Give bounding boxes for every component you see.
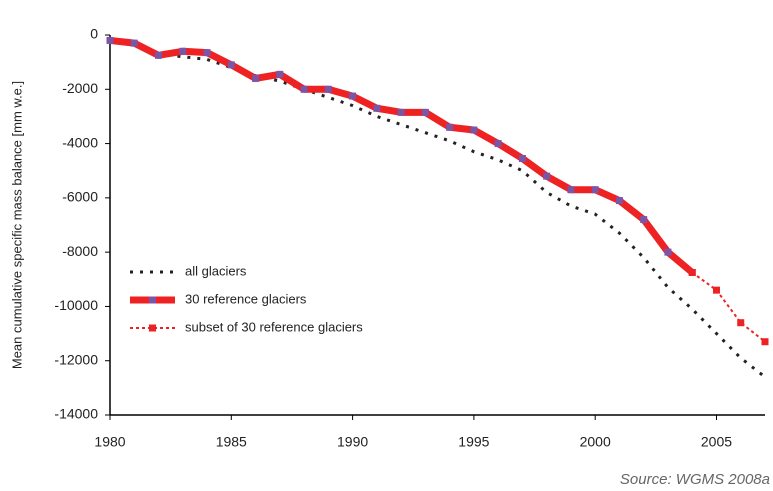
x-tick-label: 1980: [94, 434, 125, 450]
y-tick-label: -6000: [62, 189, 98, 205]
x-tick-label: 2005: [701, 434, 732, 450]
series-line: [109, 38, 766, 379]
source: Source: WGMS 2008a: [620, 471, 770, 488]
marker: [179, 47, 187, 55]
legend-label: subset of 30 reference glaciers: [185, 319, 363, 334]
marker: [397, 108, 405, 116]
marker: [300, 85, 308, 93]
y-tick-label: -2000: [62, 80, 98, 96]
marker: [737, 319, 745, 327]
marker: [349, 92, 357, 100]
marker: [640, 216, 648, 224]
marker: [227, 61, 235, 69]
legend-label: 30 reference glaciers: [185, 291, 307, 306]
marker: [664, 248, 672, 256]
legend-marker: [149, 296, 156, 304]
marker: [446, 123, 454, 131]
marker: [615, 197, 623, 205]
series-line: [109, 36, 695, 276]
x-tick-label: 1990: [337, 434, 368, 450]
marker: [324, 85, 332, 93]
y-tick-label: -12000: [54, 351, 98, 367]
marker: [712, 286, 720, 294]
marker: [543, 172, 551, 180]
x-tick-label: 2000: [580, 434, 611, 450]
marker: [494, 140, 502, 148]
x-tick-label: 1985: [216, 434, 247, 450]
marker: [252, 74, 260, 82]
legend-label: all glaciers: [185, 263, 247, 278]
marker: [688, 269, 696, 276]
legend-marker: [149, 324, 156, 332]
marker: [203, 49, 211, 57]
y-tick-label: -14000: [54, 406, 98, 422]
marker: [470, 126, 478, 134]
marker: [567, 186, 575, 194]
marker: [518, 155, 526, 162]
y-tick-label: 0: [90, 26, 98, 42]
y-tick-label: -4000: [62, 134, 98, 150]
marker: [155, 51, 163, 59]
y-axis-label: Mean cumulative specific mass balance [m…: [9, 81, 24, 369]
x-tick-label: 1995: [458, 434, 489, 450]
marker: [421, 108, 429, 116]
marker: [130, 39, 138, 47]
marker: [761, 338, 769, 346]
series-line: [691, 271, 766, 343]
marker: [106, 36, 114, 44]
marker: [373, 104, 381, 112]
y-tick-label: -10000: [54, 297, 98, 313]
marker: [591, 186, 599, 194]
y-tick-label: -8000: [62, 243, 98, 259]
marker: [276, 70, 284, 78]
